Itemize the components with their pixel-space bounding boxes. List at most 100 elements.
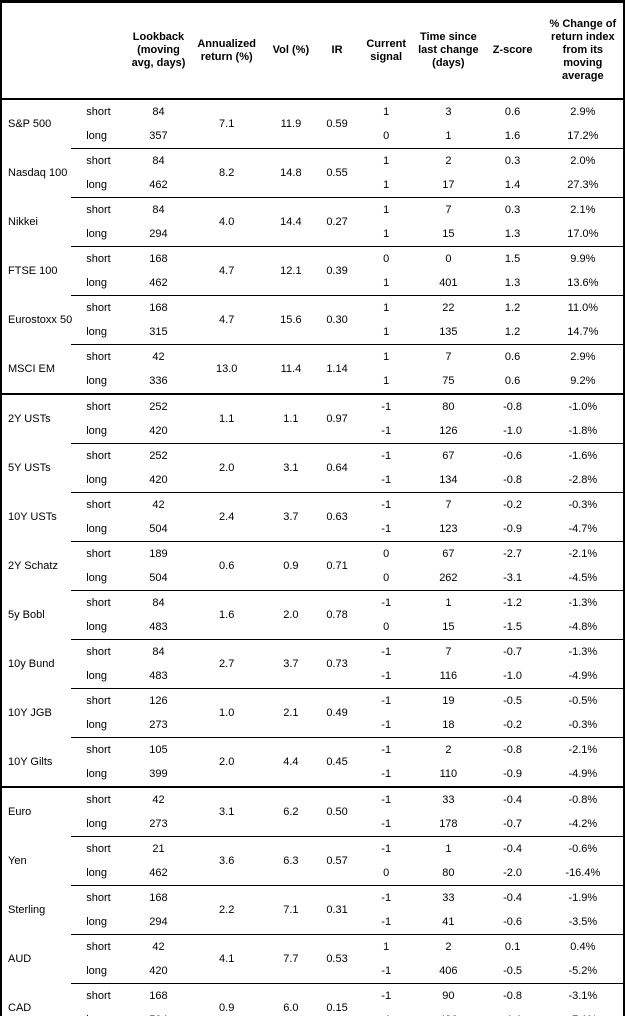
horizon-label-long: long: [86, 572, 108, 584]
asset-row-long: long 462 1 17 1.4 27.3%: [1, 173, 624, 198]
asset-name: AUD: [8, 953, 32, 965]
vol-value: 14.8: [265, 148, 316, 198]
col-header-pct-change: % Change of return index from its moving…: [542, 1, 624, 100]
time-since-value: 110: [439, 768, 458, 780]
pct-change-value: -0.8%: [542, 786, 624, 812]
zscore-value: -0.2: [482, 492, 543, 517]
time-since-value: 33: [414, 885, 483, 910]
table-body: S&P 500 short 84 7.1 11.9 0.59 1 3 0.6 2.9% long 35…: [1, 99, 624, 1016]
horizon-label-short: short: [71, 885, 130, 910]
vol-value: 3.7: [265, 639, 316, 689]
pct-change-value: -4.9%: [568, 670, 598, 682]
pct-change-value: -0.5%: [542, 688, 624, 713]
time-since-value: 123: [439, 523, 458, 535]
asset-row-short: CAD short 168 0.9 6.0 0.15 -1 90 -0.8 -3.1%: [1, 983, 624, 1016]
lookback-value: 504: [149, 523, 168, 535]
asset-row-short: MSCI EM short 42 13.0 11.4 1.14 1 7 0.6 2.9%: [1, 344, 624, 394]
lookback-value: 462: [149, 277, 168, 289]
pct-change-value: -16.4%: [565, 867, 601, 879]
horizon-label-long: long: [86, 474, 108, 486]
asset-row-short: 2Y Schatz short 189 0.6 0.9 0.71 0 67 -2.7 -2.1%: [1, 541, 624, 591]
pct-change-value: 2.1%: [542, 197, 624, 222]
zscore-value: -0.4: [482, 786, 543, 812]
lookback-value: 294: [149, 916, 168, 928]
zscore-value: -1.1: [482, 1008, 542, 1016]
horizon-label-long: long: [86, 375, 108, 387]
annualized-return-value: 13.0: [187, 344, 266, 394]
asset-row-short: 10Y Gilts short 105 2.0 4.4 0.45 -1 2 -0.8 -2.1%: [1, 737, 624, 787]
col-header-lookback: Lookback (moving avg, days): [129, 1, 188, 100]
current-signal-value: -1: [358, 639, 415, 664]
zscore-value: -1.0: [503, 425, 523, 437]
time-since-value: 7: [414, 492, 483, 517]
annualized-return-value: 4.1: [187, 934, 266, 984]
current-signal-value: -1: [358, 885, 415, 910]
current-signal-value: 1: [383, 375, 390, 387]
time-since-value: 135: [439, 326, 458, 338]
pct-change-value: -4.7%: [568, 523, 598, 535]
annualized-return-value: 2.2: [187, 885, 266, 935]
ir-value: 0.15: [315, 983, 359, 1016]
vol-value: 3.1: [265, 443, 316, 493]
asset-name: Nikkei: [8, 216, 38, 228]
lookback-value: 84: [129, 590, 188, 615]
asset-row-short: 5Y USTs short 252 2.0 3.1 0.64 -1 67 -0.6 -1.6%: [1, 443, 624, 493]
asset-row-short: 10y Bund short 84 2.7 3.7 0.73 -1 7 -0.7 -1.3%: [1, 639, 624, 689]
annualized-return-value: 2.0: [187, 443, 266, 493]
current-signal-value: 1: [383, 179, 390, 191]
asset-name: FTSE 100: [8, 265, 58, 277]
ir-value: 0.49: [315, 688, 359, 738]
pct-change-value: 2.9%: [542, 344, 624, 369]
annualized-return-value: 3.1: [187, 786, 266, 837]
asset-row-long: long 399 -1 110 -0.9 -4.9%: [1, 762, 624, 787]
vol-value: 12.1: [265, 246, 316, 296]
zscore-value: 1.2: [482, 295, 543, 320]
zscore-value: -0.4: [482, 885, 543, 910]
annualized-return-value: 2.4: [187, 492, 266, 542]
lookback-value: 420: [149, 965, 168, 977]
time-since-value: 67: [414, 443, 483, 468]
asset-row-long: long 420 -1 134 -0.8 -2.8%: [1, 468, 624, 493]
pct-change-value: 0.4%: [542, 934, 624, 959]
current-signal-value: 0: [358, 541, 415, 566]
pct-change-value: -0.6%: [542, 836, 624, 861]
time-since-value: 1: [445, 130, 452, 142]
current-signal-value: 1: [358, 148, 415, 173]
col-header-vol: Vol (%): [265, 1, 316, 100]
ir-value: 0.53: [315, 934, 359, 984]
horizon-label-long: long: [86, 179, 108, 191]
current-signal-value: 1: [383, 277, 390, 289]
vol-value: 6.0: [265, 983, 316, 1016]
current-signal-value: -1: [358, 688, 415, 713]
lookback-value: 42: [129, 934, 188, 959]
lookback-value: 84: [152, 106, 165, 118]
asset-name: 10Y Gilts: [8, 755, 53, 768]
ir-value: 0.63: [315, 492, 359, 542]
asset-row-long: long 504 -1 123 -0.9 -4.7%: [1, 517, 624, 542]
ir-value: 0.71: [315, 541, 359, 591]
pct-change-value: -1.6%: [542, 443, 624, 468]
ir-value: 0.45: [315, 737, 359, 787]
pct-change-value: -4.8%: [568, 621, 598, 633]
horizon-label-short: short: [71, 344, 130, 369]
lookback-value: 84: [129, 639, 188, 664]
zscore-value: -0.6: [503, 916, 523, 928]
current-signal-value: 1: [383, 326, 390, 338]
horizon-label-short: short: [71, 295, 130, 320]
annualized-return-value: 3.6: [187, 836, 266, 886]
pct-change-value: -1.8%: [568, 425, 598, 437]
time-since-value: 3: [445, 106, 452, 118]
time-since-value: 2: [414, 934, 483, 959]
horizon-label-long: long: [86, 130, 108, 142]
time-since-value: 2: [414, 148, 483, 173]
zscore-value: -1.5: [503, 621, 523, 633]
lookback-value: 462: [149, 867, 168, 879]
horizon-label-short: short: [71, 934, 130, 959]
time-since-value: 19: [414, 688, 483, 713]
asset-row-long: long 462 0 80 -2.0 -16.4%: [1, 861, 624, 886]
current-signal-value: -1: [358, 443, 415, 468]
pct-change-value: -1.9%: [542, 885, 624, 910]
lookback-value: 126: [129, 688, 188, 713]
